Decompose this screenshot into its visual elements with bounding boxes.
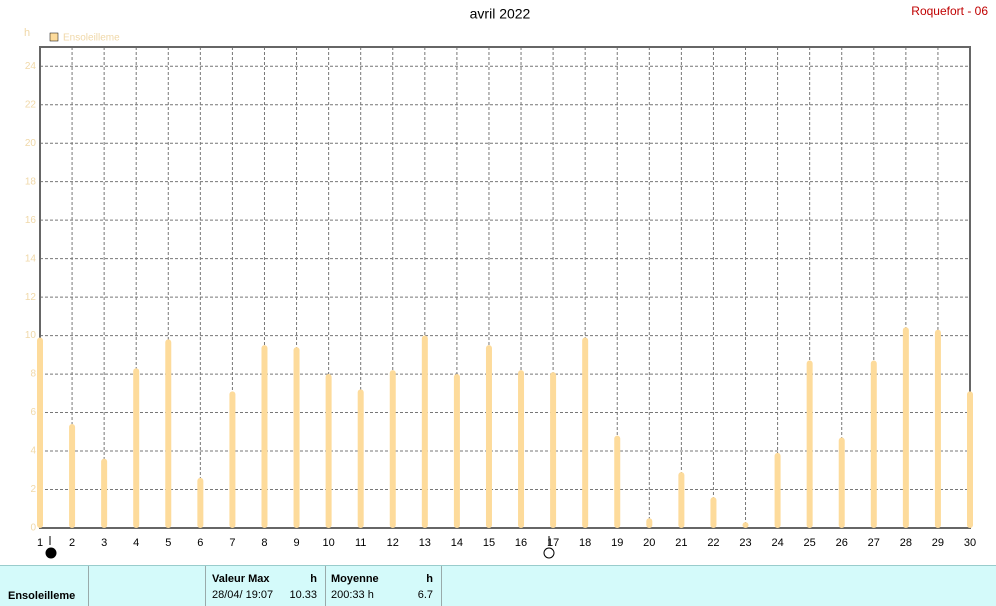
- legend-swatch: [49, 32, 59, 42]
- x-tick-label: 5: [165, 537, 171, 549]
- max-value: 10.33: [289, 589, 317, 601]
- bar: [325, 374, 332, 528]
- bar: [69, 424, 76, 528]
- bar: [389, 370, 396, 528]
- x-tick-label: 2: [69, 537, 75, 549]
- bar: [934, 329, 941, 528]
- x-tick-label: 12: [387, 537, 399, 549]
- y-tick-label: 6: [30, 407, 36, 418]
- location: Roquefort - 06: [911, 4, 988, 18]
- mean-total: 200:33 h: [331, 589, 374, 601]
- new-moon-icon: [45, 547, 57, 559]
- bar: [518, 370, 525, 528]
- bar: [357, 389, 364, 528]
- x-tick-label: 24: [771, 537, 783, 549]
- max-date: 28/04/ 19:07: [212, 589, 274, 601]
- bar: [967, 391, 973, 528]
- legend-label: Ensoleilleme: [63, 33, 120, 44]
- y-tick-label: 2: [30, 484, 36, 495]
- footer-cell: Valeur Max h 28/04/ 19:07 10.33: [206, 566, 326, 606]
- bar: [710, 497, 717, 528]
- footer-label: Ensoleilleme: [8, 590, 76, 602]
- y-tick-label: 20: [25, 138, 37, 149]
- bar: [678, 472, 685, 528]
- bar: [902, 327, 909, 528]
- x-tick-label: 1: [37, 537, 43, 549]
- x-tick-label: 22: [707, 537, 719, 549]
- y-tick-label: 18: [25, 176, 37, 187]
- bar: [838, 437, 845, 528]
- x-tick-label: 4: [133, 537, 139, 549]
- x-tick-label: 16: [515, 537, 527, 549]
- y-tick-label: 10: [25, 330, 37, 341]
- y-tick-label: 22: [25, 99, 37, 110]
- bar: [774, 452, 781, 528]
- chart-title: avril 2022: [470, 6, 531, 22]
- bar: [742, 522, 749, 528]
- bar: [37, 337, 43, 528]
- bar: [614, 435, 621, 528]
- y-tick-label: 0: [30, 523, 36, 534]
- bar: [485, 345, 492, 528]
- bar: [101, 458, 108, 528]
- x-tick-label: 13: [419, 537, 431, 549]
- y-tick-label: 14: [25, 253, 37, 264]
- mean-unit: h: [426, 573, 433, 585]
- max-unit: h: [310, 573, 317, 585]
- x-tick-label: 7: [229, 537, 235, 549]
- x-tick-label: 21: [675, 537, 687, 549]
- bar: [453, 374, 460, 528]
- bar: [293, 347, 300, 528]
- bar: [582, 337, 589, 528]
- x-tick-label: 27: [868, 537, 880, 549]
- x-tick-label: 30: [964, 537, 976, 549]
- bar: [229, 391, 236, 528]
- bar: [421, 335, 428, 528]
- max-header: Valeur Max: [212, 573, 270, 585]
- mean-value: 6.7: [417, 589, 433, 601]
- y-tick-label: 12: [25, 292, 37, 303]
- x-tick-label: 19: [611, 537, 623, 549]
- x-tick-label: 14: [451, 537, 463, 549]
- y-tick-label: 24: [25, 61, 37, 72]
- y-tick-label: 4: [30, 446, 36, 457]
- y-axis-label: h: [24, 27, 30, 39]
- x-tick-label: 18: [579, 537, 591, 549]
- x-tick-label: 9: [293, 537, 299, 549]
- footer-table: Ensoleilleme Valeur Max h 28/04/ 19:07 1…: [0, 565, 996, 606]
- bar: [133, 368, 140, 528]
- bar: [870, 360, 877, 528]
- x-tick-label: 20: [643, 537, 655, 549]
- bar: [197, 477, 204, 528]
- x-tick-label: 26: [836, 537, 848, 549]
- chart: avril 2022 Roquefort - 06 h 024681012141…: [24, 4, 988, 559]
- plot-border: [39, 46, 971, 529]
- x-tick-label: 15: [483, 537, 495, 549]
- bar: [261, 345, 268, 528]
- x-tick-label: 28: [900, 537, 912, 549]
- x-tick-label: 23: [739, 537, 751, 549]
- x-tick-label: 25: [804, 537, 816, 549]
- footer-cell: Ensoleilleme: [0, 566, 89, 606]
- bar: [550, 372, 557, 528]
- x-tick-label: 3: [101, 537, 107, 549]
- full-moon-icon: [543, 547, 555, 559]
- mean-header: Moyenne: [331, 573, 379, 585]
- footer-cell: Moyenne h 200:33 h 6.7: [326, 566, 442, 606]
- bar: [806, 360, 813, 528]
- x-tick-label: 17: [547, 537, 559, 549]
- x-tick-label: 8: [261, 537, 267, 549]
- bar: [646, 518, 653, 528]
- bar: [165, 339, 172, 528]
- footer-cell: [89, 566, 206, 606]
- x-tick-label: 29: [932, 537, 944, 549]
- y-tick-label: 8: [30, 369, 36, 380]
- y-tick-label: 16: [25, 215, 37, 226]
- x-tick-label: 11: [355, 537, 366, 549]
- x-tick-label: 6: [197, 537, 203, 549]
- x-tick-label: 10: [322, 537, 334, 549]
